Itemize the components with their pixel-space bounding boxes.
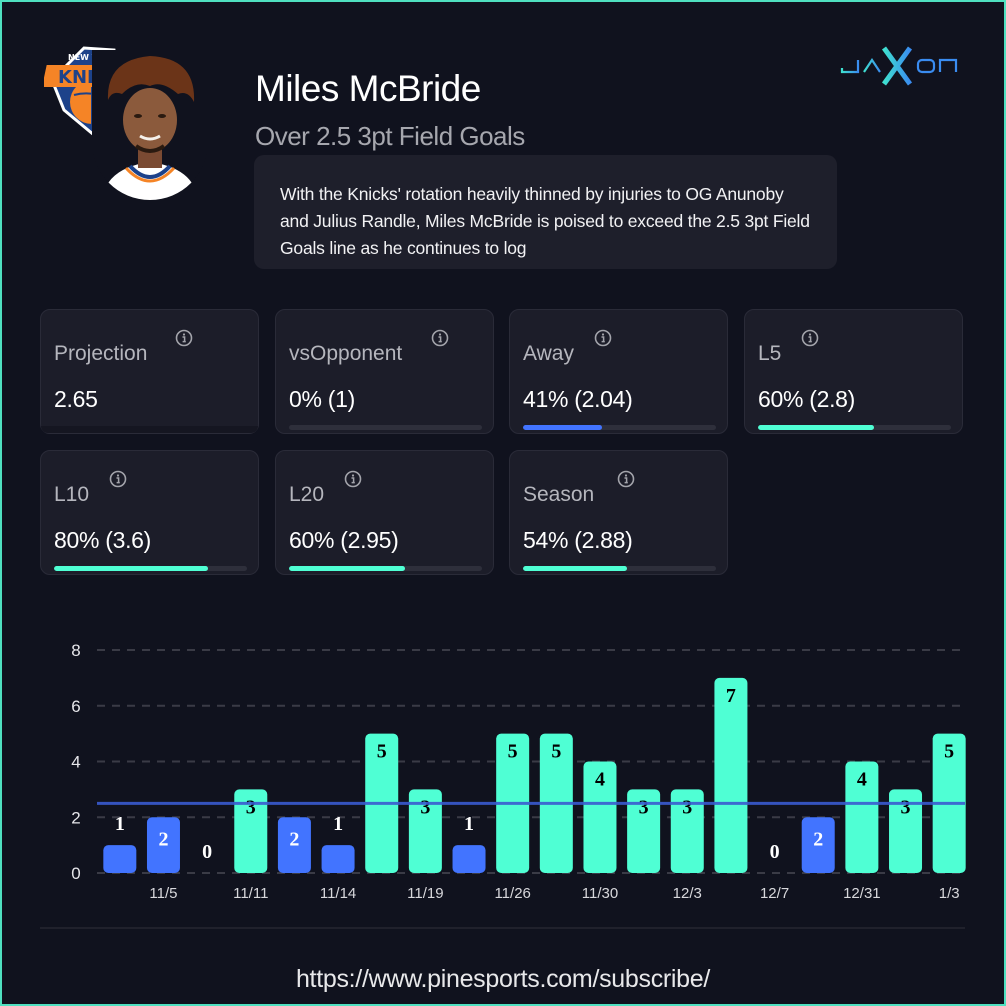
x-tick-label: 11/19 <box>407 885 443 902</box>
stat-value: 80% (3.6) <box>54 527 152 553</box>
bar-value-label: 3 <box>246 796 256 818</box>
info-icon[interactable] <box>617 470 635 488</box>
stat-label: Season <box>523 483 595 506</box>
bar-value-label: 2 <box>813 828 823 850</box>
x-tick-label: 11/26 <box>494 885 530 902</box>
progress-fill <box>523 425 603 430</box>
y-tick-label: 8 <box>71 641 80 660</box>
bar-value-label: 0 <box>770 841 780 863</box>
bar-value-label: 1 <box>464 813 474 835</box>
bar-value-label: 0 <box>202 841 212 863</box>
player-name: Miles McBride <box>255 68 481 109</box>
bar <box>103 845 137 873</box>
progress-track <box>289 566 482 571</box>
progress-fill <box>54 566 209 571</box>
progress-track <box>54 566 247 571</box>
bar <box>627 789 661 873</box>
bar-value-label: 2 <box>158 828 168 850</box>
bar <box>452 845 486 873</box>
info-icon[interactable] <box>801 329 819 347</box>
stat-label: Projection <box>54 342 148 365</box>
stat-label: Away <box>523 342 574 365</box>
x-tick-label: 12/3 <box>673 885 702 902</box>
prop-line: Over 2.5 3pt Field Goals <box>255 121 525 151</box>
bar-value-label: 5 <box>508 741 518 763</box>
stat-card-projection: Projection 2.65 <box>40 309 259 434</box>
stat-value: 60% (2.95) <box>289 527 399 553</box>
progress-track <box>758 425 951 430</box>
bar <box>801 817 835 873</box>
analysis-text: With the Knicks' rotation heavily thinne… <box>280 184 810 258</box>
jaxon-brand-logo <box>840 46 958 86</box>
bar-value-label: 5 <box>377 741 387 763</box>
bar <box>714 677 748 873</box>
bar-value-label: 3 <box>639 796 649 818</box>
info-icon[interactable] <box>175 329 193 347</box>
bar <box>670 789 704 873</box>
bar <box>583 761 617 873</box>
progress-track <box>523 425 716 430</box>
progress-track <box>523 566 716 571</box>
stat-value: 2.65 <box>54 386 98 412</box>
card-shade <box>41 426 258 433</box>
progress-fill <box>523 566 628 571</box>
bar-value-label: 3 <box>420 796 430 818</box>
bar-value-label: 5 <box>944 741 954 763</box>
stat-label: vsOpponent <box>289 342 403 365</box>
y-tick-label: 4 <box>71 753 80 772</box>
x-tick-label: 12/31 <box>843 885 881 902</box>
info-icon[interactable] <box>594 329 612 347</box>
bar-value-label: 1 <box>333 813 343 835</box>
bar-value-label: 5 <box>551 741 561 763</box>
info-icon[interactable] <box>109 470 127 488</box>
stat-label: L10 <box>54 483 90 506</box>
stat-value: 0% (1) <box>289 386 355 412</box>
stat-card-l5: L5 60% (2.8) <box>744 309 963 434</box>
stat-card-season: Season 54% (2.88) <box>509 450 728 575</box>
x-tick-label: 11/11 <box>233 885 268 902</box>
bar <box>408 789 442 873</box>
stat-value: 41% (2.04) <box>523 386 633 412</box>
stat-label: L5 <box>758 342 782 365</box>
stat-card-l20: L20 60% (2.95) <box>275 450 494 575</box>
y-tick-label: 6 <box>71 697 80 716</box>
bar <box>146 817 180 873</box>
bar <box>234 789 268 873</box>
bar-value-label: 3 <box>682 796 692 818</box>
bar <box>845 761 879 873</box>
analysis-box[interactable]: With the Knicks' rotation heavily thinne… <box>254 155 837 269</box>
bar <box>277 817 311 873</box>
bar-value-label: 3 <box>901 796 911 818</box>
bar <box>321 845 355 873</box>
stat-value: 54% (2.88) <box>523 527 633 553</box>
x-tick-label: 11/30 <box>582 885 618 902</box>
player-avatar <box>92 50 208 200</box>
progress-track <box>289 425 482 430</box>
stat-label: L20 <box>289 483 325 506</box>
game-log-bar-chart: 0 2 4 6 8 1 2 11/5 0 3 11/11 2 1 11/14 5 3 11/19 1 5 11/26 5… <box>71 641 966 902</box>
stat-value: 60% (2.8) <box>758 386 856 412</box>
info-icon[interactable] <box>344 470 362 488</box>
bar-value-label: 7 <box>726 685 736 707</box>
x-tick-label: 12/7 <box>760 885 789 902</box>
bar-value-label: 2 <box>289 828 299 850</box>
bar-value-label: 4 <box>857 769 867 791</box>
y-tick-label: 0 <box>71 864 80 883</box>
subscribe-link[interactable]: https://www.pinesports.com/subscribe/ <box>295 965 711 993</box>
x-tick-label: 11/14 <box>320 885 356 902</box>
progress-fill <box>289 566 405 571</box>
info-icon[interactable] <box>431 329 449 347</box>
footer-divider <box>40 927 965 929</box>
bar-value-label: 4 <box>595 769 605 791</box>
stat-card-away: Away 41% (2.04) <box>509 309 728 434</box>
progress-fill <box>758 425 874 430</box>
stat-card-l10: L10 80% (3.6) <box>40 450 259 575</box>
x-tick-label: 1/3 <box>939 885 960 902</box>
bar-value-label: 1 <box>115 813 125 835</box>
x-tick-label: 11/5 <box>149 885 177 902</box>
bar <box>889 789 923 873</box>
stat-card-vs-opponent: vsOpponent 0% (1) <box>275 309 494 434</box>
y-tick-label: 2 <box>71 808 80 827</box>
